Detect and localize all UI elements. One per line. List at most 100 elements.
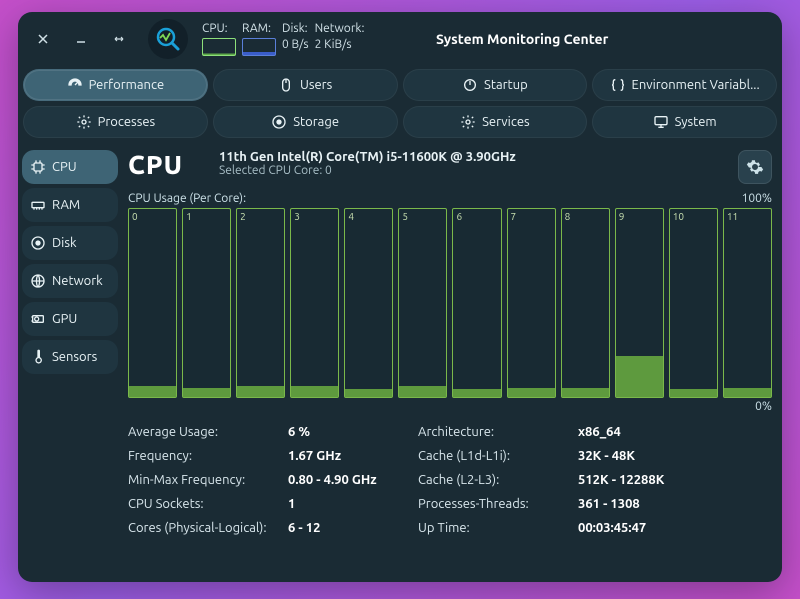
main-panel: CPU 11th Gen Intel(R) Core(TM) i5-11600K… (122, 144, 782, 582)
core-fill (399, 386, 446, 397)
core-label: 11 (727, 211, 738, 222)
settings-button[interactable] (738, 150, 772, 184)
core-fill (453, 389, 500, 397)
tab-storage[interactable]: Storage (213, 106, 398, 138)
net-stat-value: 2 KiB/s (315, 38, 365, 51)
sidebar-item-gpu[interactable]: GPU (22, 302, 118, 336)
info-label: Cache (L1d-L1i): (418, 449, 578, 463)
sidebar-item-label: Sensors (52, 350, 97, 364)
info-value: 32K - 48K (578, 449, 772, 463)
info-label: Architecture: (418, 425, 578, 439)
tab-system[interactable]: System (592, 106, 777, 138)
core-fill (562, 388, 609, 397)
core-bar: 6 (452, 208, 501, 398)
core-label: 9 (619, 211, 625, 222)
sidebar-item-cpu[interactable]: CPU (22, 150, 118, 184)
core-fill (237, 386, 284, 397)
app-title: System Monitoring Center (372, 31, 772, 47)
core-label: 4 (348, 211, 354, 222)
core-label: 2 (240, 211, 246, 222)
core-bar: 10 (669, 208, 718, 398)
cpu-mini-chart (202, 38, 236, 56)
minimize-icon[interactable] (66, 24, 96, 54)
maximize-icon[interactable] (104, 24, 134, 54)
tab-label: Performance (89, 78, 165, 92)
info-value: 512K - 12288K (578, 473, 772, 487)
info-label: Min-Max Frequency: (128, 473, 288, 487)
sidebar-item-disk[interactable]: Disk (22, 226, 118, 260)
tab-label: Storage (293, 115, 339, 129)
info-value: 361 - 1308 (578, 497, 772, 511)
core-fill (183, 388, 230, 397)
ram-mini-chart (242, 38, 276, 56)
gear-icon (76, 114, 92, 130)
sidebar-item-network[interactable]: Network (22, 264, 118, 298)
globe-icon (30, 273, 46, 289)
core-label: 8 (565, 211, 571, 222)
cpu-model: 11th Gen Intel(R) Core(TM) i5-11600K @ 3… (219, 150, 516, 164)
sidebar-item-ram[interactable]: RAM (22, 188, 118, 222)
power-icon (462, 77, 478, 93)
sidebar-item-label: GPU (52, 312, 77, 326)
core-label: 7 (511, 211, 517, 222)
tab-label: Environment Variabl... (632, 78, 760, 92)
disk-stat-value: 0 B/s (282, 38, 309, 51)
disk-icon (271, 114, 287, 130)
sidebar: CPU RAM Disk Network GPU Sensors (18, 144, 122, 582)
core-label: 3 (294, 211, 300, 222)
core-label: 6 (456, 211, 462, 222)
tab-label: System (675, 115, 717, 129)
ram-stat-label: RAM: (242, 22, 276, 35)
core-bar: 5 (398, 208, 447, 398)
tab-processes[interactable]: Processes (23, 106, 208, 138)
net-stat-label: Network: (315, 22, 365, 35)
core-label: 1 (186, 211, 192, 222)
chart-ymin: 0% (128, 400, 772, 413)
tab-performance[interactable]: Performance (23, 69, 208, 101)
core-label: 10 (673, 211, 684, 222)
header-stats: CPU: RAM: Disk: 0 B/s Network: 2 KiB/s (202, 22, 364, 56)
sidebar-item-sensors[interactable]: Sensors (22, 340, 118, 374)
mouse-icon (278, 77, 294, 93)
monitor-icon (653, 114, 669, 130)
info-label: Cores (Physical-Logical): (128, 521, 288, 535)
gauge-icon (67, 77, 83, 93)
core-fill (616, 356, 663, 397)
tab-env[interactable]: Environment Variabl... (592, 69, 777, 101)
info-label: Average Usage: (128, 425, 288, 439)
core-bar: 7 (507, 208, 556, 398)
titlebar: CPU: RAM: Disk: 0 B/s Network: 2 KiB/s S… (18, 12, 782, 66)
info-label: CPU Sockets: (128, 497, 288, 511)
info-label: Processes-Threads: (418, 497, 578, 511)
braces-icon (610, 77, 626, 93)
page-title: CPU (128, 150, 183, 179)
content: CPU RAM Disk Network GPU Sensors CPU 11th Gen… (18, 144, 782, 582)
chart-title: CPU Usage (Per Core): (128, 192, 246, 205)
gear-icon (746, 158, 764, 176)
core-bar: 1 (182, 208, 231, 398)
core-bar: 2 (236, 208, 285, 398)
core-fill (129, 386, 176, 397)
core-label: 0 (132, 211, 138, 222)
info-value: 6 % (288, 425, 418, 439)
info-value: 0.80 - 4.90 GHz (288, 473, 418, 487)
info-value: 00:03:45:47 (578, 521, 772, 535)
core-bar: 11 (723, 208, 772, 398)
app-window: CPU: RAM: Disk: 0 B/s Network: 2 KiB/s S… (18, 12, 782, 582)
chart-ymax: 100% (742, 192, 772, 205)
sidebar-item-label: Disk (52, 236, 77, 250)
tab-services[interactable]: Services (403, 106, 588, 138)
close-icon[interactable] (28, 24, 58, 54)
sidebar-item-label: Network (52, 274, 103, 288)
tab-startup[interactable]: Startup (403, 69, 588, 101)
info-value: 1.67 GHz (288, 449, 418, 463)
tab-label: Startup (484, 78, 528, 92)
core-bar: 8 (561, 208, 610, 398)
tab-label: Users (300, 78, 332, 92)
tab-label: Processes (98, 115, 156, 129)
info-value: 1 (288, 497, 418, 511)
disk-stat-label: Disk: (282, 22, 309, 35)
tab-users[interactable]: Users (213, 69, 398, 101)
ram-icon (30, 197, 46, 213)
sidebar-item-label: CPU (52, 160, 77, 174)
